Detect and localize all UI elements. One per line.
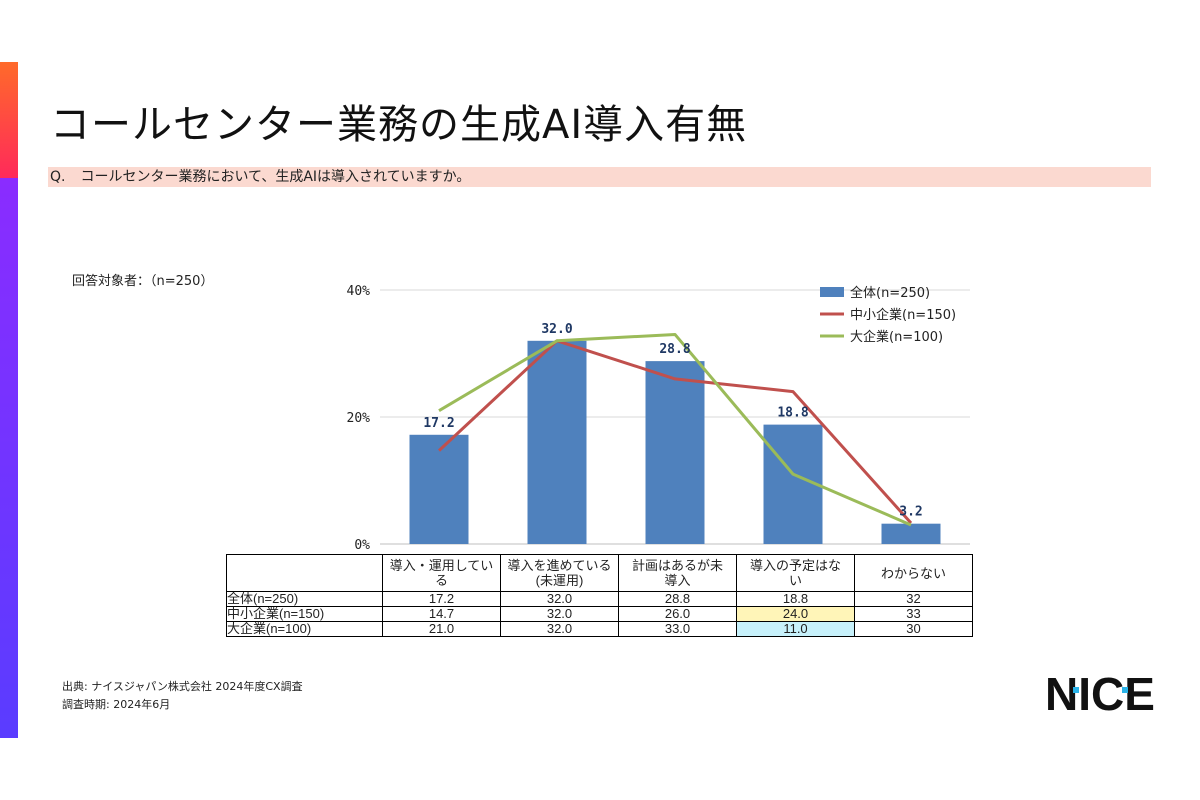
table-row-label: 全体(n=250)	[226, 591, 383, 607]
survey-chart: 0% 20% 40% 17.2 32.0 28.8 18.8 3.2 全体(n=250) 中小企業…	[347, 284, 970, 552]
table-cell: 32	[854, 591, 973, 607]
y-tick-label: 20%	[347, 411, 371, 426]
legend-label: 中小企業(n=150)	[850, 307, 956, 323]
y-tick-label: 40%	[347, 284, 371, 299]
table-header-cell: わからない	[854, 554, 973, 592]
table-cell-highlight: 11.0	[736, 621, 855, 637]
question-banner: Q. コールセンター業務において、生成AIは導入されていますか。	[48, 167, 1151, 187]
survey-period-line: 調査時期: 2024年6月	[62, 698, 171, 711]
data-label: 28.8	[659, 342, 690, 357]
table-cell: 17.2	[382, 591, 501, 607]
table-row: 大企業(n=100) 21.0 32.0 33.0 11.0 30	[226, 621, 973, 637]
data-label: 3.2	[899, 505, 922, 520]
logo-dot-icon	[1073, 687, 1079, 693]
series-line	[437, 339, 913, 525]
data-table: 導入・運用している 導入を進めている (未運用) 計画はあるが未 導入 導入の予定は…	[226, 554, 973, 637]
table-cell: 26.0	[618, 606, 737, 622]
table-cell: 28.8	[618, 591, 737, 607]
bar	[645, 361, 705, 544]
table-cell: 32.0	[500, 621, 619, 637]
table-cell: 21.0	[382, 621, 501, 637]
accent-bar-bottom	[0, 178, 18, 738]
table-header-cell: 計画はあるが未 導入	[618, 554, 737, 592]
y-tick-label: 0%	[354, 538, 370, 552]
table-cell: 33	[854, 606, 973, 622]
question-prefix: Q.	[50, 169, 66, 185]
source-note: 出典: ナイスジャパン株式会社 2024年度CX調査 調査時期: 2024年6月	[62, 678, 303, 714]
table-cell: 14.7	[382, 606, 501, 622]
table-header-cell: 導入を進めている (未運用)	[500, 554, 619, 592]
table-row-label: 中小企業(n=150)	[226, 606, 383, 622]
bar	[763, 424, 823, 544]
series-line	[438, 332, 912, 527]
table-row: 全体(n=250) 17.2 32.0 28.8 18.8 32	[226, 591, 973, 607]
table-header-row: 導入・運用している 導入を進めている (未運用) 計画はあるが未 導入 導入の予定は…	[226, 554, 973, 592]
table-row-label: 大企業(n=100)	[226, 621, 383, 637]
bar	[527, 340, 587, 544]
nice-logo: NICE	[1045, 668, 1155, 716]
table-cell: 18.8	[736, 591, 855, 607]
page-title: コールセンター業務の生成AI導入有無	[50, 102, 748, 148]
data-label: 32.0	[541, 322, 572, 337]
table-header-cell: 導入・運用している	[382, 554, 501, 592]
table-cell: 32.0	[500, 606, 619, 622]
respondents-note: 回答対象者：（n=250）	[72, 274, 214, 289]
accent-bar-top	[0, 62, 18, 178]
logo-text: NICE	[1045, 668, 1155, 716]
data-label: 18.8	[777, 406, 808, 421]
legend-swatch	[820, 287, 844, 297]
legend-label: 大企業(n=100)	[850, 329, 943, 345]
bar	[409, 434, 469, 544]
table-corner-cell	[226, 554, 383, 592]
bar	[881, 523, 941, 544]
legend-label: 全体(n=250)	[850, 285, 930, 301]
table-cell: 33.0	[618, 621, 737, 637]
data-label: 17.2	[423, 416, 454, 431]
source-line: 出典: ナイスジャパン株式会社 2024年度CX調査	[62, 680, 303, 693]
table-cell: 32.0	[500, 591, 619, 607]
table-cell-highlight: 24.0	[736, 606, 855, 622]
table-cell: 30	[854, 621, 973, 637]
table-header-cell: 導入の予定はない	[736, 554, 855, 592]
table-row: 中小企業(n=150) 14.7 32.0 26.0 24.0 33	[226, 606, 973, 622]
question-text: コールセンター業務において、生成AIは導入されていますか。	[80, 169, 471, 185]
logo-dot-icon	[1122, 687, 1128, 693]
